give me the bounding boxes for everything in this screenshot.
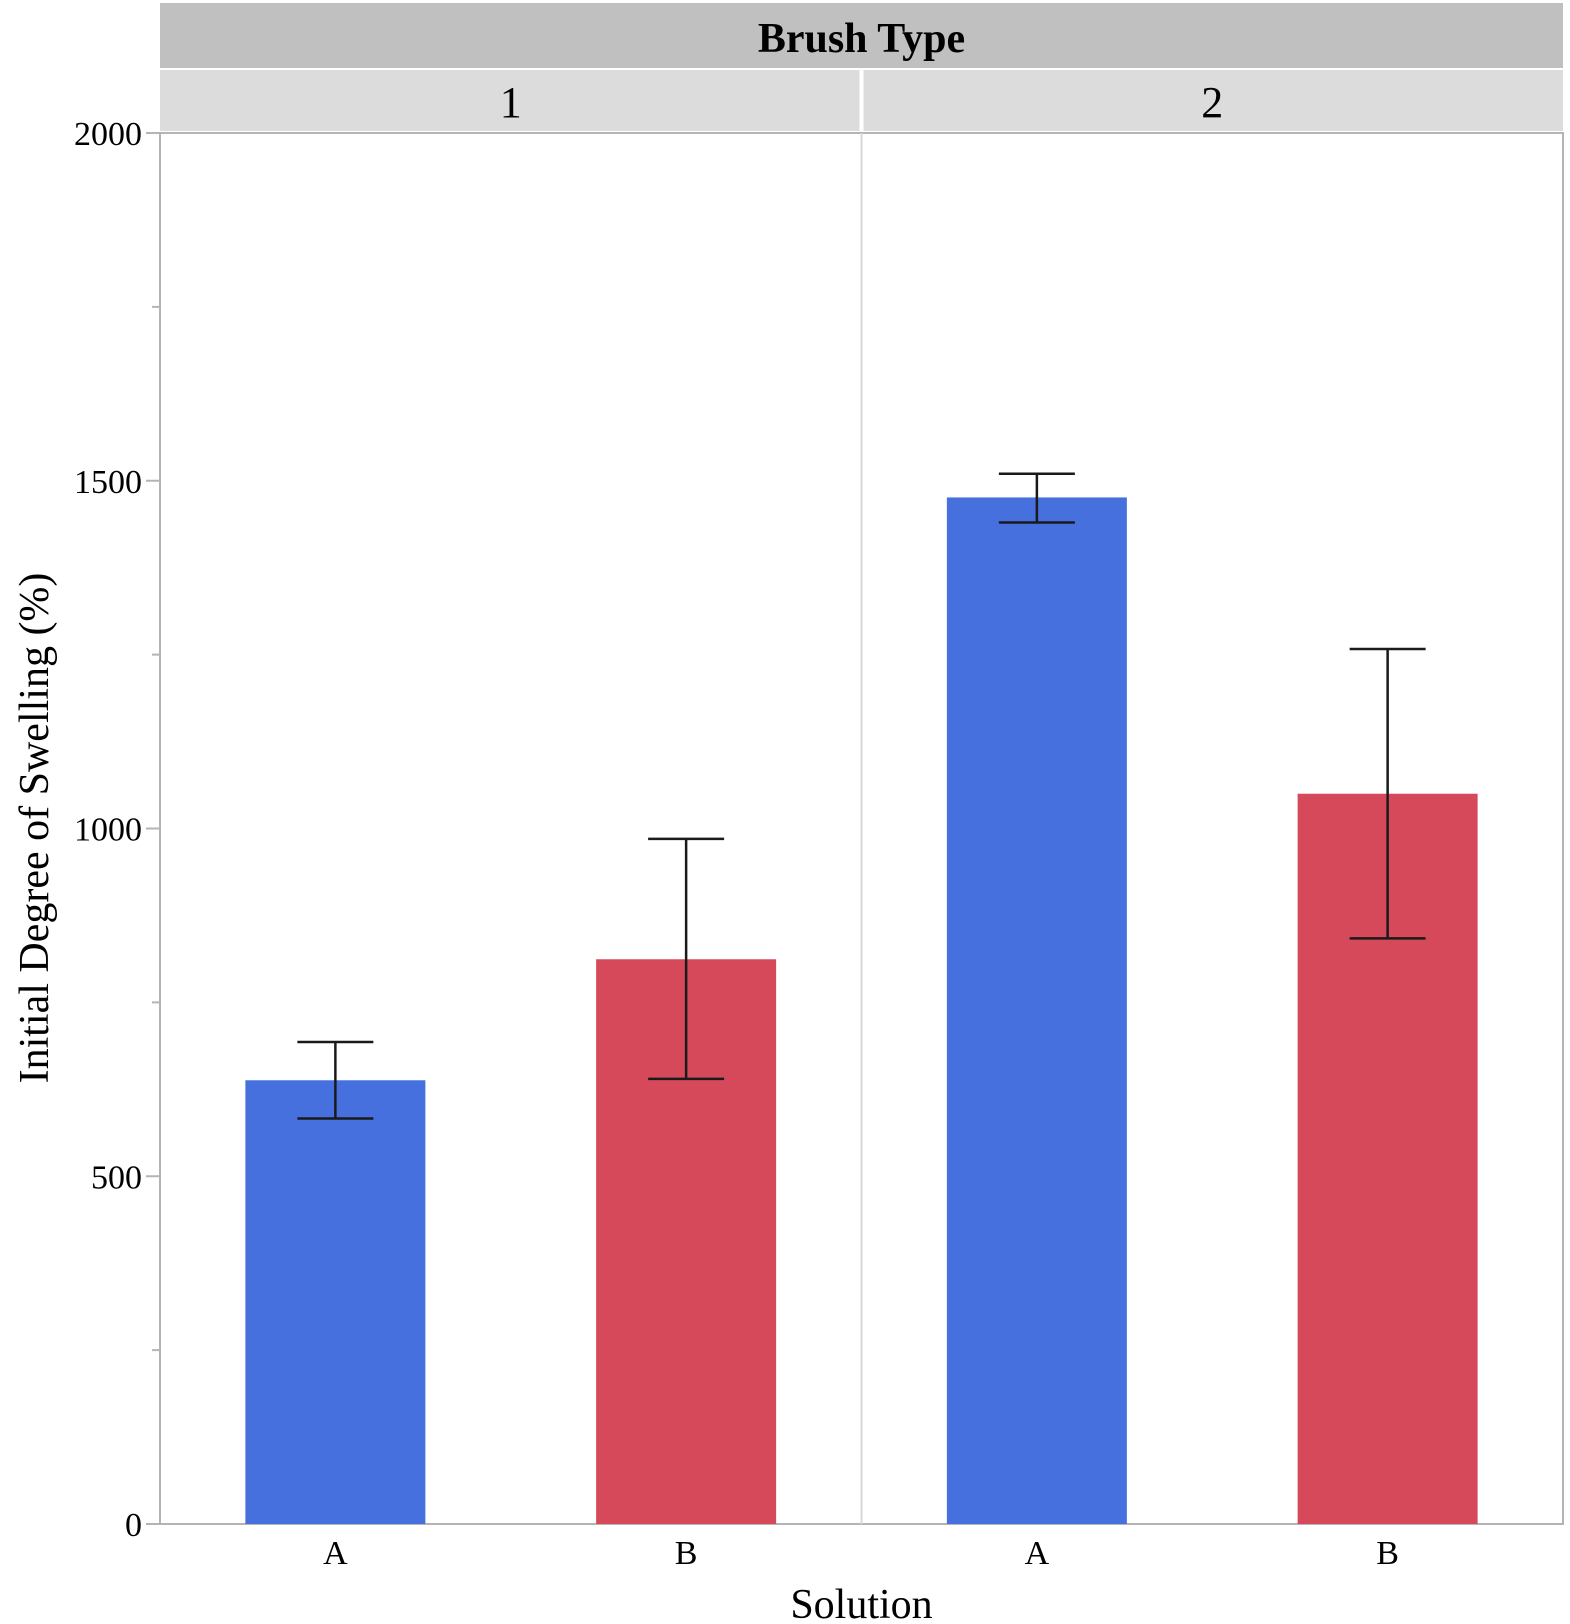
y-tick-label: 2000	[74, 116, 142, 153]
facet-title: Brush Type	[758, 16, 965, 62]
error-bars	[297, 472, 1426, 1120]
x-tick-label: A	[1025, 1535, 1050, 1572]
y-axis-label: Initial Degree of Swelling (%)	[12, 573, 58, 1084]
y-tick-label: 1500	[74, 464, 142, 501]
facet-label-1: 1	[500, 78, 522, 127]
bar-facet1-A	[245, 1080, 426, 1524]
y-axis: 0 500 1000 1500 2000	[74, 116, 160, 1544]
facet-title-strip	[160, 3, 1563, 68]
bar-facet2-A	[946, 497, 1127, 1524]
facet-strip-1	[160, 70, 860, 131]
x-tick-label: B	[1376, 1535, 1399, 1572]
y-tick-label: 500	[91, 1159, 142, 1196]
x-tick-label: B	[675, 1535, 698, 1572]
y-tick-label: 0	[125, 1507, 142, 1544]
x-axis-label: Solution	[790, 1582, 932, 1624]
x-tick-label: A	[323, 1535, 348, 1572]
facet-label-2: 2	[1201, 78, 1223, 127]
y-tick-label: 1000	[74, 812, 142, 849]
facet-strip-2	[863, 70, 1563, 131]
